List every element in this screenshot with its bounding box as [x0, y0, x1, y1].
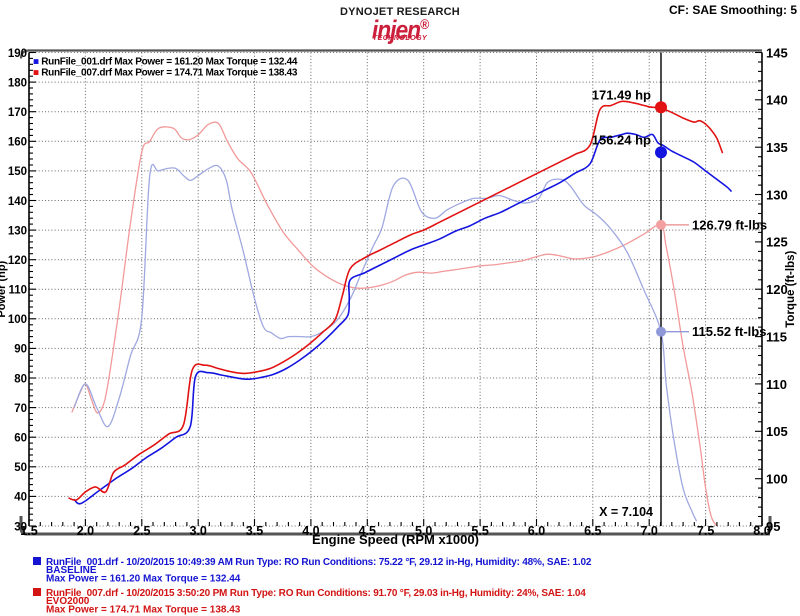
svg-text:RunFile_001.drf - 10/20/2015 1: RunFile_001.drf - 10/20/2015 10:49:39 AM… — [46, 557, 592, 568]
svg-text:115: 115 — [766, 329, 787, 344]
svg-text:3.0: 3.0 — [190, 524, 207, 538]
svg-text:156.24 hp: 156.24 hp — [592, 132, 651, 147]
svg-text:Max Power = 174.71 Max Torque: Max Power = 174.71 Max Torque = 138.43 — [46, 604, 241, 615]
svg-text:180: 180 — [8, 77, 27, 89]
svg-text:2.0: 2.0 — [77, 524, 94, 538]
svg-text:130: 130 — [8, 225, 27, 237]
svg-text:105: 105 — [766, 424, 788, 439]
svg-text:120: 120 — [8, 255, 27, 267]
svg-text:Power (hp): Power (hp) — [0, 260, 8, 317]
svg-text:■ RunFile_007.drf Max Power =: ■ RunFile_007.drf Max Power = 174.71 Max… — [33, 68, 298, 79]
svg-text:3.5: 3.5 — [246, 524, 263, 538]
svg-text:X = 7.104: X = 7.104 — [599, 505, 653, 519]
svg-text:170: 170 — [8, 107, 27, 119]
svg-text:60: 60 — [14, 433, 27, 445]
svg-text:2.5: 2.5 — [133, 524, 150, 538]
svg-text:100: 100 — [766, 472, 788, 487]
svg-text:6.0: 6.0 — [528, 524, 545, 538]
svg-text:RunFile_007.drf - 10/20/2015 3: RunFile_007.drf - 10/20/2015 3:50:20 PM … — [46, 588, 586, 599]
svg-text:50: 50 — [14, 462, 27, 474]
svg-text:CF: SAE Smoothing: 5: CF: SAE Smoothing: 5 — [669, 3, 797, 17]
svg-text:70: 70 — [14, 403, 27, 415]
svg-text:40: 40 — [14, 492, 27, 504]
svg-text:171.49 hp: 171.49 hp — [592, 87, 651, 102]
svg-text:6.5: 6.5 — [584, 524, 601, 538]
svg-text:Engine Speed (RPM x1000): Engine Speed (RPM x1000) — [312, 532, 479, 547]
svg-text:126.79 ft-lbs: 126.79 ft-lbs — [692, 217, 767, 232]
svg-text:95: 95 — [766, 519, 780, 534]
svg-text:Torque (ft-lbs): Torque (ft-lbs) — [785, 250, 797, 327]
svg-text:110: 110 — [766, 377, 787, 392]
svg-text:80: 80 — [14, 373, 27, 385]
svg-text:■ RunFile_001.drf Max Power =: ■ RunFile_001.drf Max Power = 161.20 Max… — [33, 57, 298, 68]
svg-text:130: 130 — [766, 187, 788, 202]
svg-text:100: 100 — [8, 314, 27, 326]
svg-text:7.5: 7.5 — [697, 524, 714, 538]
svg-text:160: 160 — [8, 137, 27, 149]
svg-text:135: 135 — [766, 140, 788, 155]
svg-text:125: 125 — [766, 235, 788, 250]
svg-text:145: 145 — [766, 45, 788, 60]
svg-text:Max Power = 161.20 Max Torque: Max Power = 161.20 Max Torque = 132.44 — [46, 573, 241, 584]
svg-text:90: 90 — [14, 344, 27, 356]
svg-text:140: 140 — [8, 196, 27, 208]
svg-text:7.0: 7.0 — [641, 524, 658, 538]
svg-text:140: 140 — [766, 93, 788, 108]
svg-text:190: 190 — [8, 48, 27, 60]
svg-text:30: 30 — [14, 521, 27, 533]
svg-text:110: 110 — [8, 285, 27, 297]
svg-text:150: 150 — [8, 166, 27, 178]
